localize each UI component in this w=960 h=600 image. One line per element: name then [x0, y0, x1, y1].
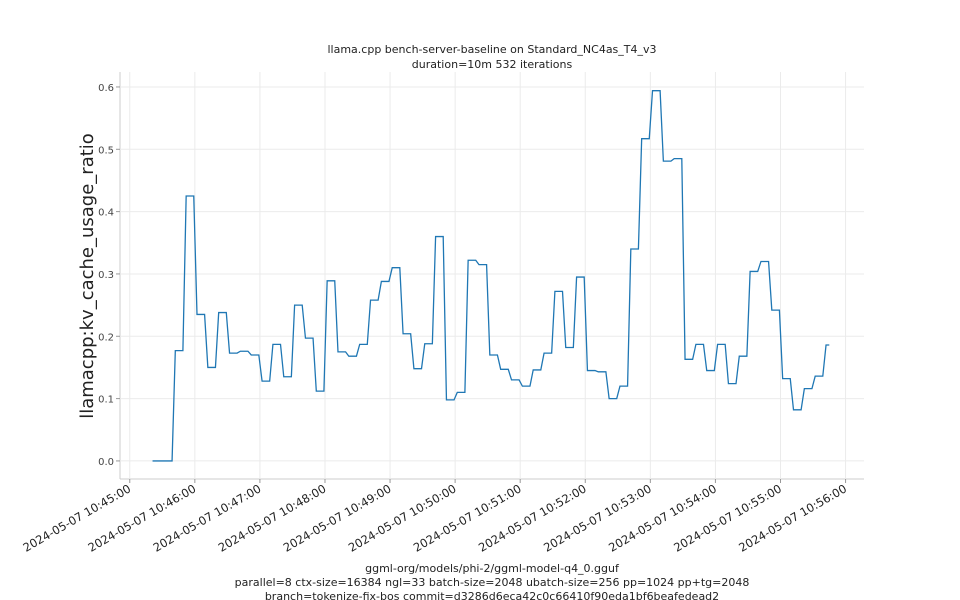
x-tick-label: 2024-05-07 10:56:00	[736, 481, 849, 554]
x-tick-label: 2024-05-07 10:45:00	[20, 481, 133, 554]
y-tick-label: 0.5	[98, 145, 114, 156]
x-axis-label: parallel=8 ctx-size=16384 ngl=33 batch-s…	[235, 576, 750, 589]
x-tick-label: 2024-05-07 10:49:00	[281, 481, 394, 554]
y-tick-label: 0.4	[98, 208, 114, 219]
y-tick-label: 0.2	[98, 332, 114, 343]
x-tick-label: 2024-05-07 10:51:00	[411, 481, 524, 554]
y-tick-label: 0.6	[98, 83, 114, 94]
x-tick-label: 2024-05-07 10:48:00	[216, 481, 329, 554]
y-tick-label: 0.3	[98, 270, 114, 281]
x-tick-label: 2024-05-07 10:50:00	[346, 481, 459, 554]
x-tick-label: 2024-05-07 10:55:00	[671, 481, 784, 554]
x-tick-label: 2024-05-07 10:46:00	[86, 481, 199, 554]
chart-title: llama.cpp bench-server-baseline on Stand…	[327, 43, 656, 56]
x-tick-label: 2024-05-07 10:47:00	[151, 481, 264, 554]
x-tick-label: 2024-05-07 10:52:00	[476, 481, 589, 554]
x-axis-label: ggml-org/models/phi-2/ggml-model-q4_0.gg…	[365, 562, 620, 575]
y-tick-label: 0.0	[98, 457, 114, 468]
chart-subtitle: duration=10m 532 iterations	[412, 58, 573, 71]
y-tick-label: 0.1	[98, 395, 114, 406]
x-tick-label: 2024-05-07 10:53:00	[541, 481, 654, 554]
x-axis-label: branch=tokenize-fix-bos commit=d3286d6ec…	[265, 590, 719, 600]
y-axis-label: llamacpp:kv_cache_usage_ratio	[77, 133, 98, 419]
x-tick-label: 2024-05-07 10:54:00	[606, 481, 719, 554]
data-line	[152, 90, 830, 462]
